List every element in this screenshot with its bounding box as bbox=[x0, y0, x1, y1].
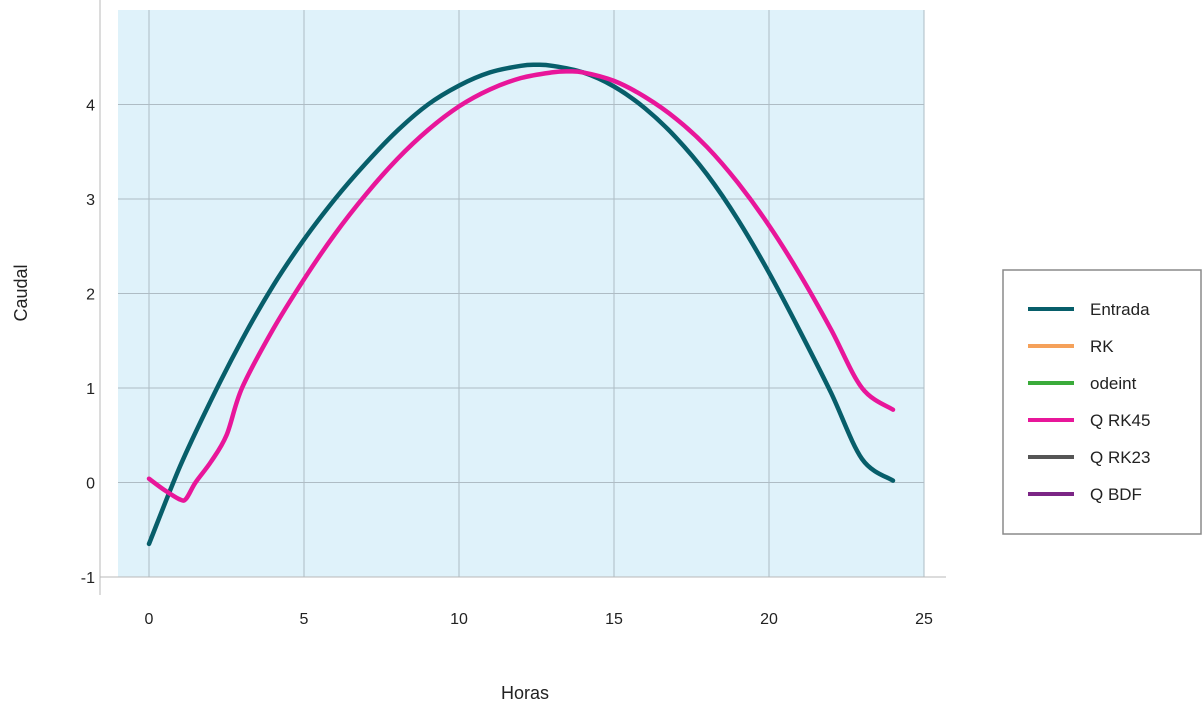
x-tick-label: 5 bbox=[300, 611, 309, 628]
legend-label-q-rk45: Q RK45 bbox=[1090, 411, 1150, 430]
series-lines bbox=[146, 62, 896, 547]
axes bbox=[99, 0, 946, 595]
y-axis-label: Caudal bbox=[11, 264, 31, 321]
x-tick-label: 0 bbox=[145, 611, 154, 628]
y-tick-label: 1 bbox=[86, 381, 95, 398]
y-tick-label: -1 bbox=[81, 570, 95, 587]
x-axis-label: Horas bbox=[501, 683, 549, 703]
y-tick-label: 2 bbox=[86, 287, 95, 304]
legend-label-q-bdf: Q BDF bbox=[1090, 485, 1142, 504]
series-line-entrada bbox=[146, 62, 896, 547]
legend-label-q-rk23: Q RK23 bbox=[1090, 448, 1150, 467]
x-tick-label: 15 bbox=[605, 611, 623, 628]
y-tick-label: 0 bbox=[86, 476, 95, 493]
legend-label-entrada: Entrada bbox=[1090, 300, 1150, 319]
legend: Entrada RK odeint Q RK45 Q RK23 Q BDF bbox=[1002, 269, 1202, 535]
x-tick-label: 10 bbox=[450, 611, 468, 628]
legend-box bbox=[1002, 269, 1202, 535]
y-tick-label: 4 bbox=[86, 98, 95, 115]
legend-label-rk: RK bbox=[1090, 337, 1114, 356]
x-tick-label: 25 bbox=[915, 611, 933, 628]
series-line-q-rk45 bbox=[146, 69, 896, 503]
legend-label-odeint: odeint bbox=[1090, 374, 1137, 393]
y-tick-label: 3 bbox=[86, 192, 95, 209]
x-tick-label: 20 bbox=[760, 611, 778, 628]
tick-labels: 0 5 10 15 20 25 -1 0 1 2 3 4 bbox=[81, 98, 933, 629]
